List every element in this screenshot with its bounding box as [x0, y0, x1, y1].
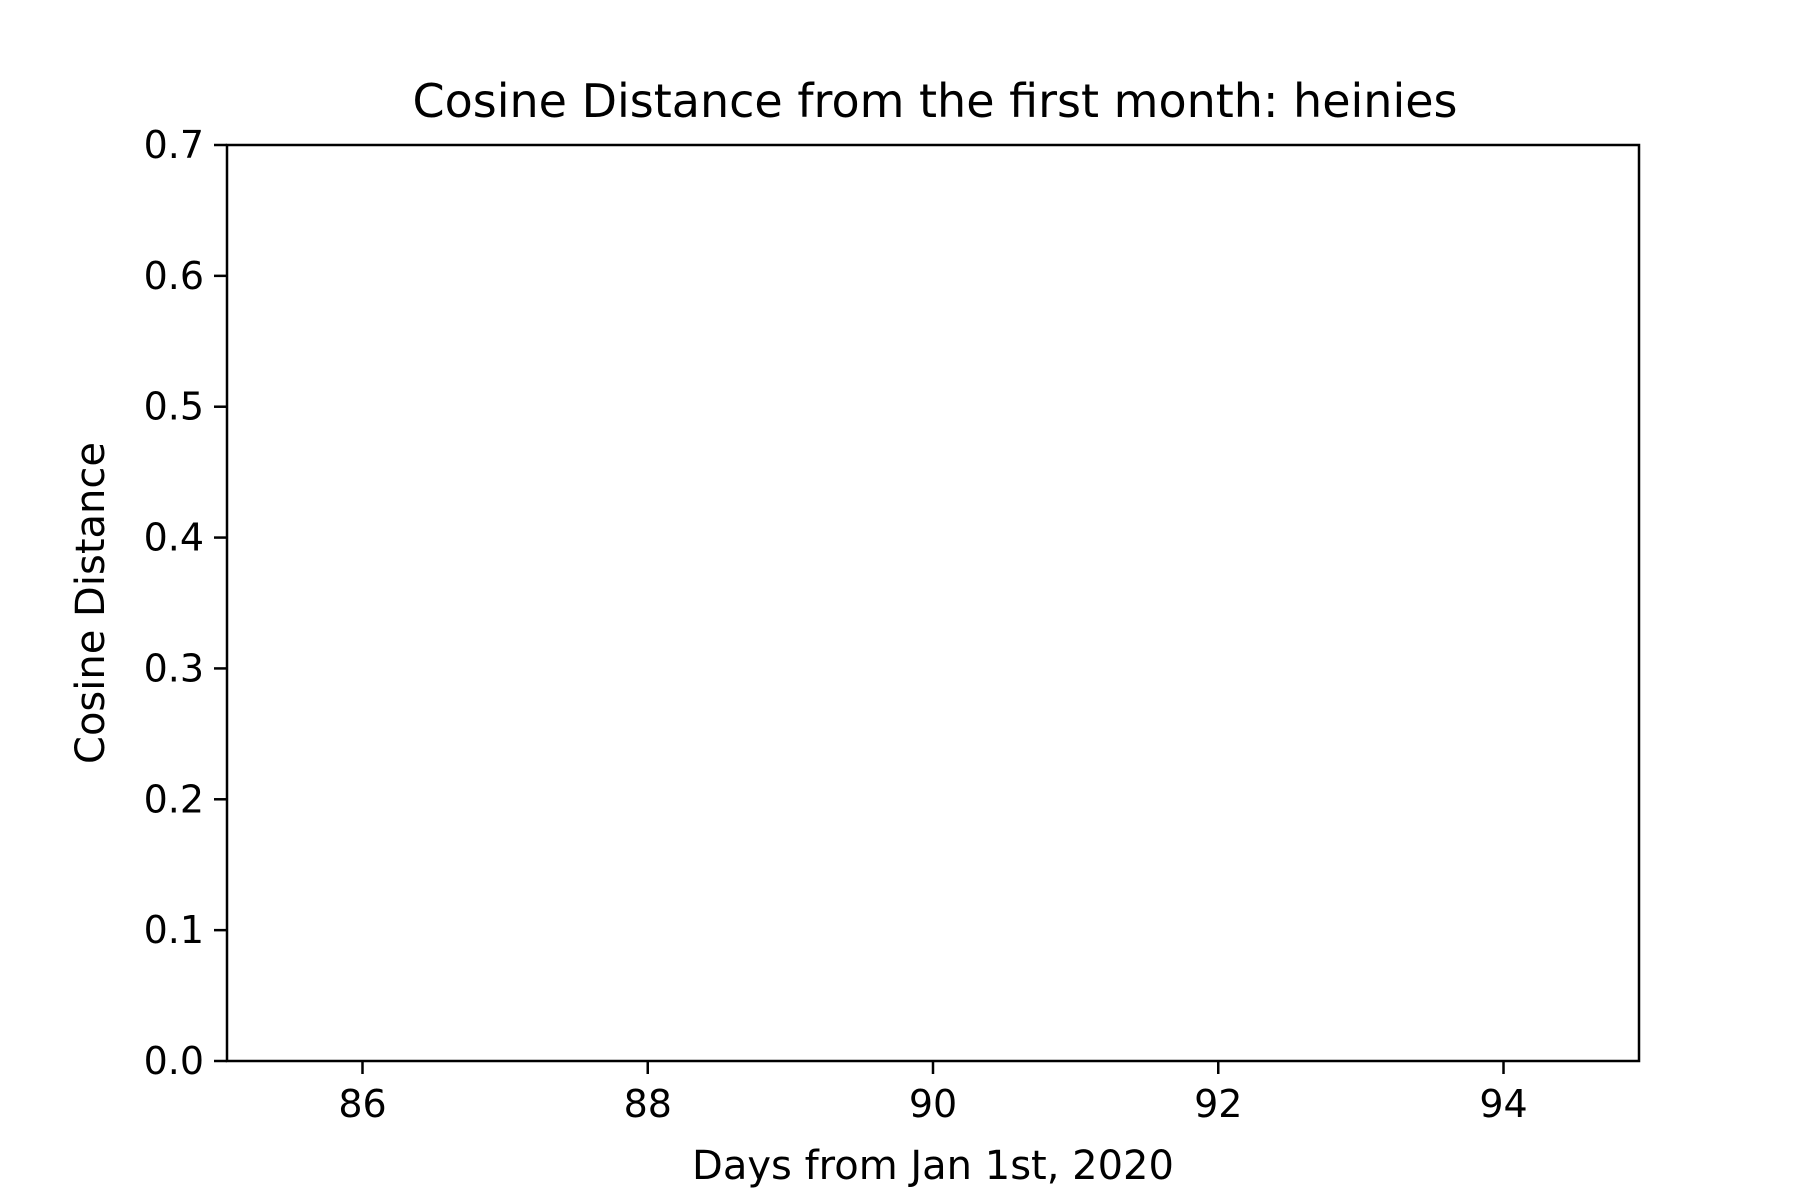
- y-tick-label: 0.4: [144, 516, 204, 560]
- plot-area: [227, 145, 1639, 1061]
- y-tick-label: 0.3: [144, 646, 204, 690]
- y-tick-label: 0.5: [144, 385, 204, 429]
- x-tick-label: 94: [1479, 1082, 1527, 1126]
- y-tick-label: 0.6: [144, 254, 204, 298]
- x-tick-label: 88: [624, 1082, 672, 1126]
- y-axis-label: Cosine Distance: [68, 442, 114, 764]
- chart-title: Cosine Distance from the first month: he…: [413, 74, 1458, 128]
- x-tick-label: 90: [909, 1082, 957, 1126]
- x-axis-ticks: 86 88 90 92 94: [338, 1061, 1528, 1126]
- x-tick-label: 86: [338, 1082, 386, 1126]
- x-tick-label: 92: [1194, 1082, 1242, 1126]
- y-tick-label: 0.7: [144, 123, 204, 167]
- y-tick-label: 0.2: [144, 777, 204, 821]
- y-axis-ticks: 0.0 0.1 0.2 0.3 0.4 0.5 0.6 0.7: [144, 123, 227, 1083]
- plot-frame: [225, 143, 1641, 1063]
- x-axis-label: Days from Jan 1st, 2020: [692, 1143, 1174, 1189]
- y-tick-label: 0.1: [144, 908, 204, 952]
- y-tick-label: 0.0: [144, 1039, 204, 1083]
